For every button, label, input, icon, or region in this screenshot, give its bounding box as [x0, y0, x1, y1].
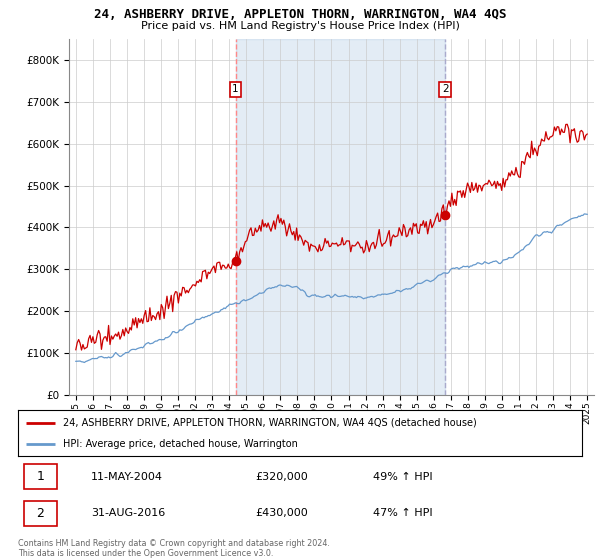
FancyBboxPatch shape [23, 464, 58, 489]
Text: Contains HM Land Registry data © Crown copyright and database right 2024.
This d: Contains HM Land Registry data © Crown c… [18, 539, 330, 558]
Text: £430,000: £430,000 [255, 508, 308, 518]
Text: HPI: Average price, detached house, Warrington: HPI: Average price, detached house, Warr… [63, 439, 298, 449]
Text: 1: 1 [37, 470, 44, 483]
Text: 47% ↑ HPI: 47% ↑ HPI [373, 508, 433, 518]
FancyBboxPatch shape [23, 501, 58, 526]
Text: 2: 2 [442, 85, 449, 95]
Text: 49% ↑ HPI: 49% ↑ HPI [373, 472, 433, 482]
Text: Price paid vs. HM Land Registry's House Price Index (HPI): Price paid vs. HM Land Registry's House … [140, 21, 460, 31]
Bar [236, 39, 445, 395]
Text: £320,000: £320,000 [255, 472, 308, 482]
Text: 11-MAY-2004: 11-MAY-2004 [91, 472, 163, 482]
Text: 24, ASHBERRY DRIVE, APPLETON THORN, WARRINGTON, WA4 4QS (detached house): 24, ASHBERRY DRIVE, APPLETON THORN, WARR… [63, 418, 477, 428]
Text: 31-AUG-2016: 31-AUG-2016 [91, 508, 166, 518]
Text: 2: 2 [37, 507, 44, 520]
Text: 24, ASHBERRY DRIVE, APPLETON THORN, WARRINGTON, WA4 4QS: 24, ASHBERRY DRIVE, APPLETON THORN, WARR… [94, 8, 506, 21]
Text: 1: 1 [232, 85, 239, 95]
